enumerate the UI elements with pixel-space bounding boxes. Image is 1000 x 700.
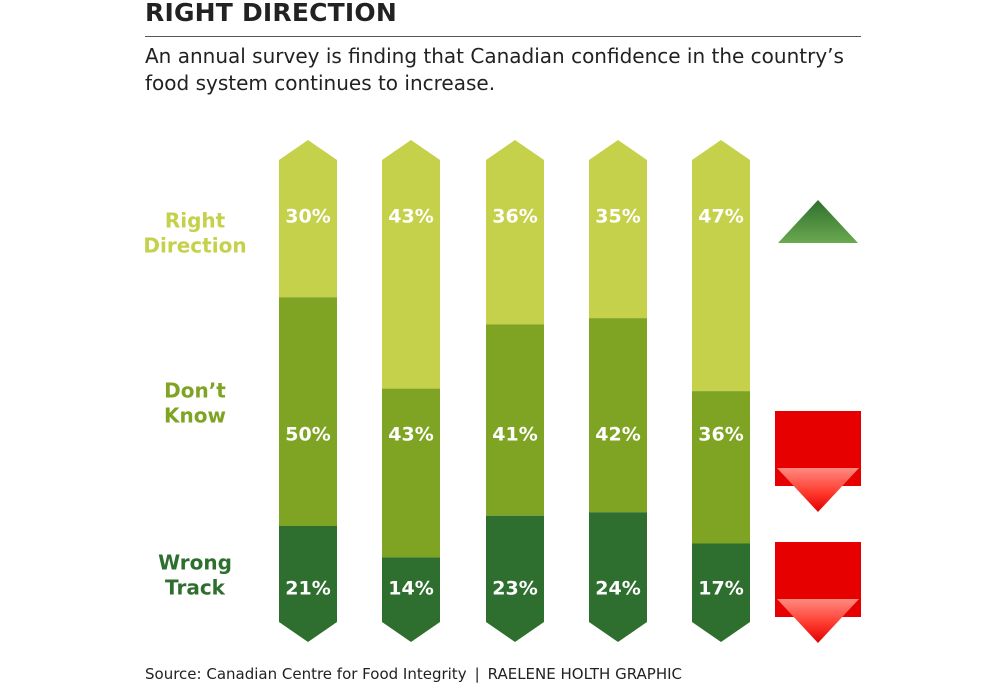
series-label-2-line-1: Don’t <box>164 379 226 403</box>
bar-segment-2-2 <box>382 388 440 558</box>
bar-segment-3-2 <box>382 557 440 642</box>
data-label-3-5: 17% <box>698 578 743 600</box>
data-label-1-2: 43% <box>388 206 433 228</box>
data-label-3-2: 14% <box>388 578 433 600</box>
data-label-2-4: 42% <box>595 424 640 446</box>
chart-title: RIGHT DIRECTION <box>145 0 398 27</box>
bar-segment-1-2 <box>382 140 440 389</box>
trend-down-arrow-3 <box>777 599 859 643</box>
bar-segment-2-4 <box>589 318 647 513</box>
bar-segment-2-3 <box>486 324 544 516</box>
data-label-3-3: 23% <box>492 578 537 600</box>
bar-segment-3-3 <box>486 515 544 642</box>
trend-down-arrow-2 <box>777 468 859 512</box>
data-label-3-4: 24% <box>595 578 640 600</box>
bar-segment-2-1 <box>279 297 337 526</box>
source-separator: | <box>474 665 480 683</box>
title-divider <box>145 36 861 37</box>
data-label-2-2: 43% <box>388 424 433 446</box>
data-label-2-1: 50% <box>285 424 330 446</box>
data-label-1-5: 47% <box>698 206 743 228</box>
bar-segment-1-5 <box>692 140 750 392</box>
data-label-1-1: 30% <box>285 206 330 228</box>
trend-up-arrow-1 <box>778 200 858 243</box>
series-label-3-line-2: Track <box>165 576 226 600</box>
data-label-2-5: 36% <box>698 424 743 446</box>
source-line: Source: Canadian Centre for Food Integri… <box>145 665 682 683</box>
series-label-1-line-1: Right <box>165 209 226 233</box>
chart-subtitle: An annual survey is finding that Canadia… <box>145 44 844 95</box>
bar-segment-3-1 <box>279 525 337 642</box>
data-label-1-4: 35% <box>595 206 640 228</box>
source-text: Source: Canadian Centre for Food Integri… <box>145 665 467 683</box>
bar-segment-3-5 <box>692 543 750 642</box>
series-label-1-line-2: Direction <box>143 234 246 258</box>
data-label-3-1: 21% <box>285 578 330 600</box>
bar-segment-2-5 <box>692 391 750 544</box>
bar-segment-1-1 <box>279 140 337 298</box>
bar-segment-1-3 <box>486 140 544 325</box>
graphic-credit: RAELENE HOLTH GRAPHIC <box>487 665 683 683</box>
series-label-2-line-2: Know <box>164 404 226 428</box>
bar-segment-1-4 <box>589 140 647 319</box>
bar-segment-3-4 <box>589 512 647 642</box>
series-label-3-line-1: Wrong <box>158 551 232 575</box>
data-label-1-3: 36% <box>492 206 537 228</box>
data-label-2-3: 41% <box>492 424 537 446</box>
